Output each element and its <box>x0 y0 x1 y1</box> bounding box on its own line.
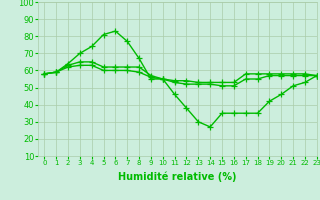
X-axis label: Humidité relative (%): Humidité relative (%) <box>118 172 237 182</box>
